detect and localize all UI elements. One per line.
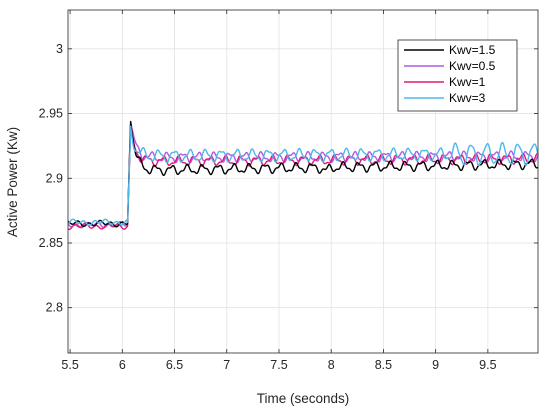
y-tick-label: 2.95	[39, 107, 63, 121]
x-tick-label: 7	[223, 358, 230, 372]
legend-box	[397, 39, 518, 112]
x-tick-label: 7.5	[270, 358, 287, 372]
series-line-kwv-3	[67, 125, 539, 227]
x-tick-label: 6.5	[166, 358, 183, 372]
x-tick-label: 8	[328, 358, 335, 372]
x-tick-label: 9	[432, 358, 439, 372]
legend: Kwv=1.5 Kwv=0.5 Kwv=1 Kwv=3	[397, 39, 518, 112]
y-tick-label: 3	[56, 42, 63, 56]
series-line-kwv-1-5	[67, 120, 539, 228]
series-layer	[67, 120, 539, 231]
y-tick-label: 2.85	[39, 236, 63, 250]
y-axis-label: Active Power (Kw)	[5, 127, 20, 237]
legend-label: Kwv=3	[449, 91, 486, 105]
y-tick-label: 2.8	[46, 301, 63, 315]
legend-label: Kwv=0.5	[449, 59, 496, 73]
ticks: 5.5 6 6.5 7 7.5 8 8.5 9 9.5 2.8 2.85 2.9 2.95 3	[39, 10, 538, 372]
x-tick-label: 9.5	[479, 358, 496, 372]
x-tick-label: 6	[119, 358, 126, 372]
legend-label: Kwv=1.5	[449, 43, 496, 57]
x-axis-label: Time (seconds)	[257, 391, 350, 406]
legend-label: Kwv=1	[449, 75, 486, 89]
y-tick-label: 2.9	[46, 171, 63, 185]
axes-frame	[67, 9, 539, 354]
x-tick-label: 8.5	[375, 358, 392, 372]
x-tick-label: 5.5	[61, 358, 78, 372]
